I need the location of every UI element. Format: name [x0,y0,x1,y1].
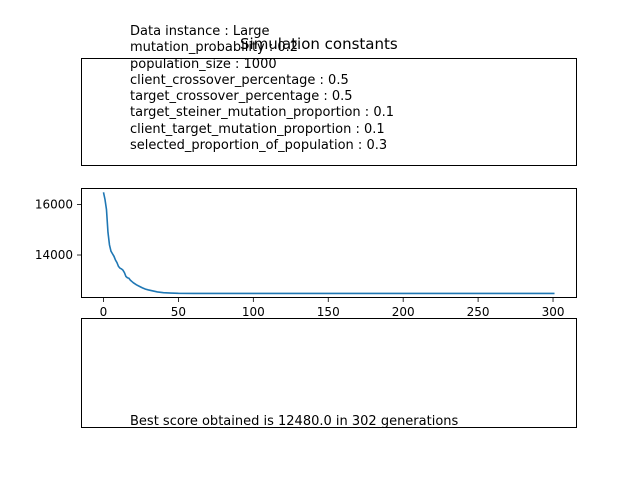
x-tick-label: 50 [171,305,186,319]
parameter-line: population_size : 1000 [130,56,277,72]
x-tick-label: 100 [242,305,265,319]
x-tick-label: 200 [392,305,415,319]
y-tick-label: 16000 [35,197,73,211]
y-tick-label: 14000 [35,248,73,262]
parameters-panel [81,58,577,166]
best-score-text: Best score obtained is 12480.0 in 302 ge… [130,414,459,429]
parameter-line: mutation_probability : 0.2 [130,40,299,56]
parameter-line: selected_proportion_of_population : 0.3 [130,138,388,154]
x-tick-label: 250 [467,305,490,319]
result-panel [81,318,577,428]
parameter-line: Data instance : Large [130,24,270,39]
parameter-line: target_steiner_mutation_proportion : 0.1 [130,105,394,121]
x-tick-label: 300 [542,305,565,319]
parameter-line: client_target_mutation_proportion : 0.1 [130,121,385,137]
parameter-line: target_crossover_percentage : 0.5 [130,89,353,105]
chart-panel [81,188,577,298]
series-line [102,192,555,295]
parameters-list: Data instance : Large mutation_probabili… [130,24,394,154]
parameter-line: client_crossover_percentage : 0.5 [130,72,349,88]
x-tick-label: 0 [100,305,108,319]
x-tick-label: 150 [317,305,340,319]
figure-title: Simulation constants [240,35,398,53]
